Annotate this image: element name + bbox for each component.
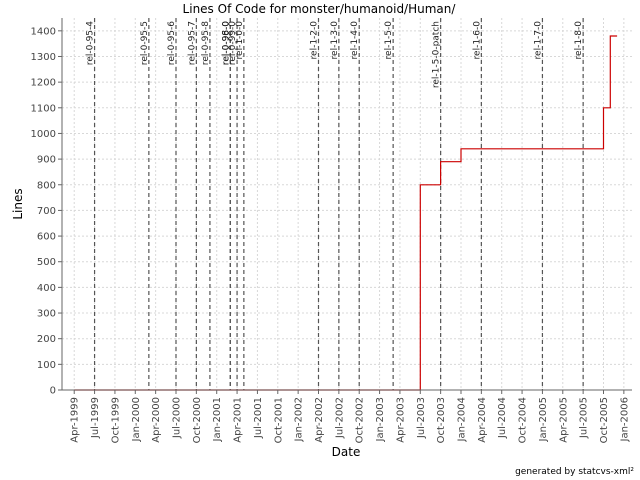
tag-label: rel-0-95-8 [201,21,211,65]
tag-label: rel-0-95-7 [187,21,197,65]
x-tick-label: Jan-2003 [375,397,386,442]
x-tick-label: Apr-1999 [70,397,81,443]
x-tick-label: Oct-2003 [436,397,447,443]
x-tick-label: Oct-2000 [192,397,203,443]
chart-title: Lines Of Code for monster/humanoid/Human… [183,2,457,16]
y-axis-label: Lines [11,188,25,219]
x-tick-label: Oct-1999 [110,397,121,443]
tag-label: rel-0-95-4 [86,21,96,65]
release-tags: rel-0-95-4 rel-0-95-5 rel-0-95-6 rel-0-95-7… [86,18,584,390]
grid-lines [62,18,632,391]
y-tick-labels: 0 100 200 300 400 500 600 700 800 900 1000 1100 1200… [31,26,56,396]
y-tick-label: 1000 [31,129,56,140]
x-tick-label: Apr-2002 [314,397,325,443]
tag-label: rel-1-0-0 [235,21,245,60]
tag-label: rel-0-98-0 [221,21,231,65]
y-tick-label: 300 [37,309,56,320]
x-tick-label: Jul-2005 [579,397,590,439]
y-tick-label: 1400 [31,26,56,37]
tag-label: rel-1-6-0 [472,21,482,60]
tag-label: rel-1-8-0 [574,21,584,60]
tag-label: rel-1-5-0-patch [432,21,442,88]
x-tick-label: Jan-2005 [538,397,549,442]
x-tick-label: Apr-2005 [558,397,569,443]
tag-label: rel-1-3-0 [330,21,340,60]
x-tick-label: Oct-2004 [518,397,529,443]
y-tick-label: 0 [50,386,56,397]
x-axis-label: Date [332,445,361,459]
x-tick-label: Jul-2000 [172,397,183,439]
x-tick-label: Jan-2004 [457,397,468,442]
x-tick-label: Apr-2004 [477,397,488,443]
axes [58,18,632,394]
tag-label: rel-0-95-6 [167,21,177,65]
x-tick-label: Jan-2000 [131,397,142,442]
loc-series [74,35,618,391]
footer-credit: generated by statcvs-xml² [515,467,634,477]
x-tick-label: Jul-1999 [90,397,101,439]
y-tick-label: 400 [37,283,56,294]
tag-label: rel-1-4-0 [350,21,360,60]
x-tick-label: Jul-2002 [334,397,345,439]
y-tick-label: 1100 [31,103,56,114]
x-tick-labels: Apr-1999 Jul-1999 Oct-1999 Jan-2000 Apr-2000… [70,397,631,443]
tag-label: rel-0-96-0 [221,21,231,65]
y-tick-label: 600 [37,232,56,243]
x-tick-label: Oct-2002 [355,397,366,443]
x-tick-label: Jul-2003 [416,397,427,439]
x-tick-label: Apr-2001 [233,397,244,443]
x-tick-label: Apr-2000 [151,397,162,443]
x-tick-label: Jul-2001 [253,397,264,439]
y-tick-label: 500 [37,257,56,268]
loc-step-line [74,35,618,391]
x-tick-label: Jan-2001 [212,397,223,442]
tag-label: rel-0-95-5 [140,21,150,65]
y-tick-label: 100 [37,360,56,371]
y-tick-label: 1200 [31,78,56,89]
y-tick-label: 900 [37,155,56,166]
x-tick-label: Jan-2006 [619,397,630,442]
x-tick-label: Jul-2004 [497,397,508,439]
x-tick-label: Oct-2001 [273,397,284,443]
tag-label: rel-1-2-0 [310,21,320,60]
x-tick-label: Apr-2003 [395,397,406,443]
y-tick-label: 1300 [31,52,56,63]
y-tick-label: 700 [37,206,56,217]
x-tick-label: Jan-2002 [294,397,305,442]
y-tick-label: 800 [37,180,56,191]
tag-label: rel-0-99-0 [228,21,238,65]
tag-label: rel-1-5-0 [384,21,394,60]
tag-label: rel-1-7-0 [533,21,543,60]
y-tick-label: 200 [37,334,56,345]
x-tick-label: Oct-2005 [599,397,610,443]
